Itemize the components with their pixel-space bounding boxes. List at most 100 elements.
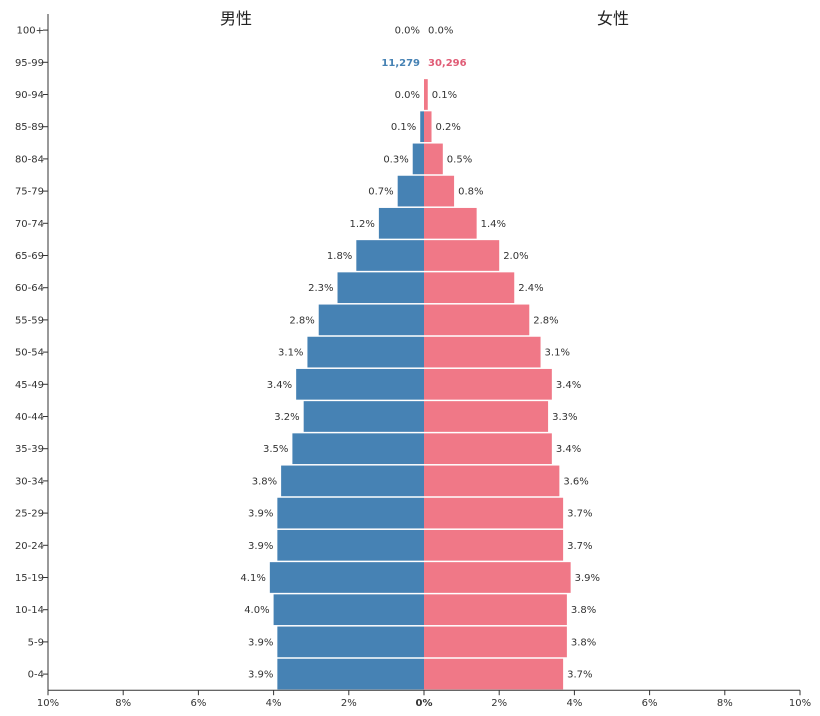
bar-female-70-74	[424, 207, 477, 239]
y-tick-label-0-4: 0-4	[28, 670, 44, 681]
label-female-25-29: 3.7%	[567, 509, 592, 520]
bar-male-5-9	[277, 626, 424, 658]
y-tick-label-5-9: 5-9	[28, 637, 44, 648]
label-male-5-9: 3.9%	[248, 637, 273, 648]
label-male-10-14: 4.0%	[244, 605, 269, 616]
y-tick-label-60-64: 60-64	[15, 283, 44, 294]
y-tick-label-55-59: 55-59	[15, 315, 44, 326]
label-male-30-34: 3.8%	[252, 476, 277, 487]
label-female-15-19: 3.9%	[575, 573, 600, 584]
x-tick-label-6: 2%	[491, 698, 507, 709]
bar-female-0-4	[424, 658, 564, 690]
label-female-35-39: 3.4%	[556, 444, 581, 455]
bar-male-85-89	[420, 111, 424, 143]
label-female-75-79: 0.8%	[458, 187, 483, 198]
label-female-45-49: 3.4%	[556, 380, 581, 391]
label-female-80-84: 0.5%	[447, 154, 472, 165]
x-tick-label-5: 0%	[416, 698, 433, 709]
x-tick-label-4: 2%	[341, 698, 357, 709]
y-tick-label-30-34: 30-34	[15, 476, 44, 487]
y-tick-label-50-54: 50-54	[15, 348, 44, 359]
male-title: 男性	[220, 9, 252, 28]
label-female-5-9: 3.8%	[571, 637, 596, 648]
bar-male-50-54	[307, 336, 424, 368]
bar-male-20-24	[277, 529, 424, 561]
label-female-60-64: 2.4%	[518, 283, 543, 294]
bar-female-80-84	[424, 143, 443, 175]
bar-male-40-44	[303, 401, 424, 432]
label-female-40-44: 3.3%	[552, 412, 577, 423]
label-male-55-59: 2.8%	[289, 315, 314, 326]
bar-female-40-44	[424, 401, 549, 432]
bar-female-50-54	[424, 336, 541, 368]
bar-female-90-94	[424, 79, 428, 110]
y-tick-label-20-24: 20-24	[15, 541, 44, 552]
bar-male-45-49	[296, 368, 424, 400]
label-male-60-64: 2.3%	[308, 283, 333, 294]
bar-female-25-29	[424, 497, 564, 529]
label-female-20-24: 3.7%	[567, 541, 592, 552]
y-tick-label-90-94: 90-94	[15, 90, 44, 101]
label-female-65-69: 2.0%	[503, 251, 528, 262]
x-tick-label-7: 4%	[566, 698, 582, 709]
label-male-70-74: 1.2%	[349, 219, 374, 230]
y-tick-label-45-49: 45-49	[15, 380, 44, 391]
label-female-95-99: 30,296	[428, 58, 467, 69]
label-male-0-4: 3.9%	[248, 670, 273, 681]
y-tick-label-100+: 100+	[17, 26, 44, 37]
label-male-95-99: 11,279	[381, 58, 420, 69]
label-male-45-49: 3.4%	[267, 380, 292, 391]
label-male-35-39: 3.5%	[263, 444, 288, 455]
bar-male-70-74	[378, 207, 424, 239]
x-tick-label-0: 10%	[37, 698, 59, 709]
label-male-15-19: 4.1%	[240, 573, 265, 584]
bar-female-30-34	[424, 465, 560, 497]
bar-male-10-14	[273, 594, 424, 626]
y-tick-label-95-99: 95-99	[15, 58, 44, 69]
bar-female-75-79	[424, 175, 455, 207]
y-tick-label-65-69: 65-69	[15, 251, 44, 262]
x-tick-label-2: 6%	[190, 698, 206, 709]
labels-layer: 3.9% 3.7% 3.9% 3.8% 4.0% 3.8% 4.1% 3.9% 3.9% 3.7%…	[240, 26, 600, 681]
label-female-90-94: 0.1%	[432, 90, 457, 101]
bar-female-15-19	[424, 562, 571, 593]
y-tick-label-25-29: 25-29	[15, 509, 44, 520]
label-female-30-34: 3.6%	[563, 476, 588, 487]
x-tick-label-1: 8%	[115, 698, 131, 709]
label-male-85-89: 0.1%	[391, 122, 416, 133]
x-tick-label-9: 8%	[717, 698, 733, 709]
bar-male-25-29	[277, 497, 424, 529]
bar-female-5-9	[424, 626, 567, 658]
y-tick-label-80-84: 80-84	[15, 154, 44, 165]
bar-male-0-4	[277, 658, 424, 690]
label-male-75-79: 0.7%	[368, 187, 393, 198]
label-female-85-89: 0.2%	[436, 122, 461, 133]
y-tick-label-35-39: 35-39	[15, 444, 44, 455]
bar-male-30-34	[281, 465, 424, 497]
bar-male-60-64	[337, 272, 424, 304]
bar-male-65-69	[356, 240, 424, 271]
x-tick-label-10: 10%	[789, 698, 811, 709]
bars-layer	[269, 79, 571, 690]
female-title: 女性	[597, 9, 629, 28]
label-female-50-54: 3.1%	[545, 348, 570, 359]
x-tick-label-3: 4%	[266, 698, 282, 709]
x-tick-label-8: 6%	[642, 698, 658, 709]
bar-female-10-14	[424, 594, 567, 626]
label-male-40-44: 3.2%	[274, 412, 299, 423]
label-male-50-54: 3.1%	[278, 348, 303, 359]
label-male-20-24: 3.9%	[248, 541, 273, 552]
label-female-70-74: 1.4%	[481, 219, 506, 230]
label-male-100+: 0.0%	[395, 26, 420, 37]
bar-male-80-84	[412, 143, 424, 175]
label-male-80-84: 0.3%	[383, 154, 408, 165]
axes-layer: 0-4 5-9 10-14 15-19 20-24 25-29 30-34 35-39 40-4…	[15, 14, 811, 709]
bar-male-75-79	[397, 175, 424, 207]
bar-male-55-59	[318, 304, 424, 336]
y-tick-label-15-19: 15-19	[15, 573, 44, 584]
y-tick-label-40-44: 40-44	[15, 412, 44, 423]
bar-female-65-69	[424, 240, 500, 271]
label-male-25-29: 3.9%	[248, 509, 273, 520]
label-female-55-59: 2.8%	[533, 315, 558, 326]
